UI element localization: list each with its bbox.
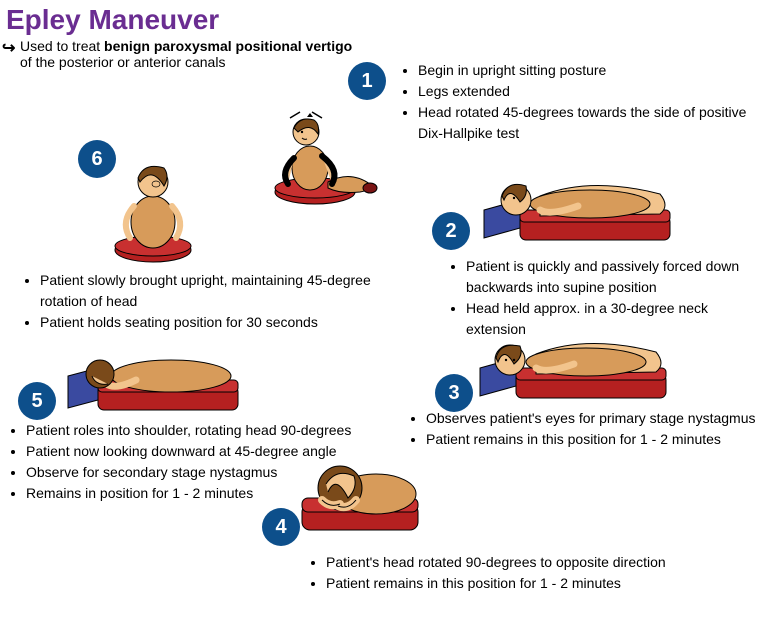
step-1-illustration-icon: [270, 110, 380, 210]
bullet-item: Begin in upright sitting posture: [418, 60, 760, 81]
step-1-bullets: Begin in upright sitting posture Legs ex…: [400, 60, 760, 144]
subtitle-lead: Used to treat: [20, 38, 104, 54]
step-6-illustration-icon: [108, 156, 198, 266]
step-2-illustration-icon: [480, 166, 680, 250]
bullet-item: Patient remains in this position for 1 -…: [326, 573, 708, 594]
step-badge-6: 6: [78, 140, 116, 178]
step-badge-4: 4: [262, 508, 300, 546]
subtitle-tail: of the posterior or anterior canals: [20, 54, 225, 70]
step-4-illustration-icon: [296, 444, 424, 544]
bullet-item: Patient holds seating position for 30 se…: [40, 312, 402, 333]
bullet-item: Patient remains in this position for 1 -…: [426, 429, 758, 450]
bullet-item: Head rotated 45-degrees towards the side…: [418, 102, 760, 144]
step-badge-1: 1: [348, 62, 386, 100]
bullet-item: Patient's head rotated 90-degrees to opp…: [326, 552, 708, 573]
subtitle-bold: benign paroxysmal positional vertigo: [104, 38, 352, 54]
step-badge-3: 3: [435, 374, 473, 412]
bullet-item: Patient roles into shoulder, rotating he…: [26, 420, 408, 441]
step-badge-2: 2: [432, 212, 470, 250]
step-4-bullets: Patient's head rotated 90-degrees to opp…: [308, 552, 708, 594]
bullet-item: Observes patient's eyes for primary stag…: [426, 408, 758, 429]
bullet-item: Patient is quickly and passively forced …: [466, 256, 768, 298]
bullet-item: Patient slowly brought upright, maintain…: [40, 270, 402, 312]
step-3-illustration-icon: [476, 324, 676, 408]
page-title: Epley Maneuver: [0, 0, 768, 36]
bullet-item: Legs extended: [418, 81, 760, 102]
step-6-bullets: Patient slowly brought upright, maintain…: [22, 270, 402, 333]
step-5-illustration-icon: [66, 346, 246, 420]
step-badge-5: 5: [18, 382, 56, 420]
step-3-bullets: Observes patient's eyes for primary stag…: [408, 408, 758, 450]
arrow-hook-icon: ↪: [2, 38, 15, 58]
